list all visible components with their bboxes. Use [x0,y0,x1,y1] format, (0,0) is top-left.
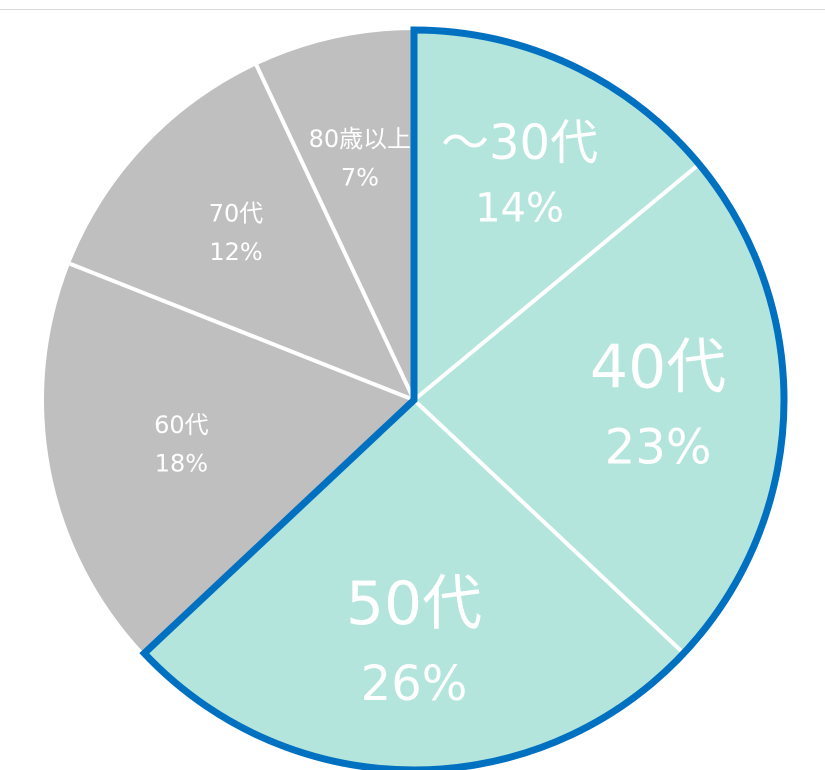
highlight-outline [139,26,788,770]
pie-slice [69,65,414,400]
pie-slice [256,30,414,400]
pie-slice [43,263,414,654]
slice-separator [254,64,416,401]
top-divider [0,9,825,10]
slice-name-label: 80歳以上 [309,125,412,153]
slice-percent-label: 12% [209,238,262,266]
slice-percent-label: 26% [361,656,468,712]
slice-name-label: 50代 [346,569,482,639]
slice-separator [412,162,701,402]
pie-slice [414,164,784,654]
slice-name-label: 40代 [590,333,726,403]
slice-separator [69,261,415,402]
slice-percent-label: 23% [605,420,712,476]
pie-slice [414,30,700,400]
slice-name-label: ～30代 [441,115,598,171]
slice-percent-label: 7% [341,163,379,191]
slice-separator [412,398,686,655]
slice-percent-label: 18% [155,450,208,478]
pie-slice [144,400,684,770]
slices-layer [43,30,784,770]
slice-percent-label: 14% [475,185,564,231]
slice-name-label: 60代 [154,411,209,439]
labels-layer: ～30代 14% 40代 23% 50代 26% 60代 18% 70代 12% 80歳以上 7% [154,115,726,712]
slice-name-label: 70代 [209,200,264,228]
